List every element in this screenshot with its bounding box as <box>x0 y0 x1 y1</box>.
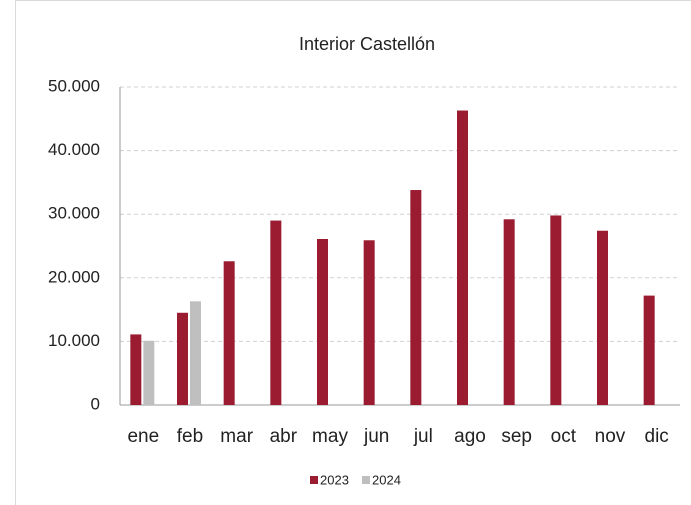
bar <box>130 334 142 405</box>
y-tick-label: 10.000 <box>48 331 100 350</box>
bar <box>410 190 422 405</box>
bar <box>143 340 155 405</box>
bar <box>190 301 201 405</box>
y-tick-label: 30.000 <box>48 204 100 223</box>
bar <box>177 312 188 405</box>
legend-swatch <box>310 476 318 484</box>
x-tick-label: abr <box>270 426 298 447</box>
y-tick-label: 0 <box>91 394 100 413</box>
x-tick-label: jun <box>363 426 389 447</box>
x-tick-label: feb <box>177 426 203 447</box>
bar <box>550 215 562 405</box>
x-tick-label: dic <box>645 426 669 447</box>
x-tick-label: oct <box>551 426 577 447</box>
bar <box>317 239 328 405</box>
x-tick-label: ago <box>454 426 486 447</box>
bar <box>503 219 515 405</box>
x-tick-label: mar <box>220 426 253 447</box>
bar <box>270 220 282 405</box>
bar <box>457 110 468 406</box>
x-tick-label: ene <box>127 426 159 447</box>
x-tick-label: may <box>312 426 348 447</box>
legend-label: 2023 <box>320 472 349 487</box>
legend-label: 2024 <box>372 472 401 487</box>
bar <box>223 261 235 405</box>
y-tick-label: 50.000 <box>48 76 100 95</box>
y-tick-label: 40.000 <box>48 140 100 159</box>
x-tick-label: sep <box>501 426 532 447</box>
chart-frame <box>15 0 691 505</box>
bar <box>643 295 655 405</box>
bar <box>597 230 608 405</box>
chart-title: Interior Castellón <box>299 34 435 54</box>
x-tick-label: nov <box>595 426 626 447</box>
x-tick-label: jul <box>413 426 433 447</box>
y-tick-label: 20.000 <box>48 267 100 286</box>
legend-swatch <box>362 476 370 484</box>
bar <box>363 240 375 405</box>
